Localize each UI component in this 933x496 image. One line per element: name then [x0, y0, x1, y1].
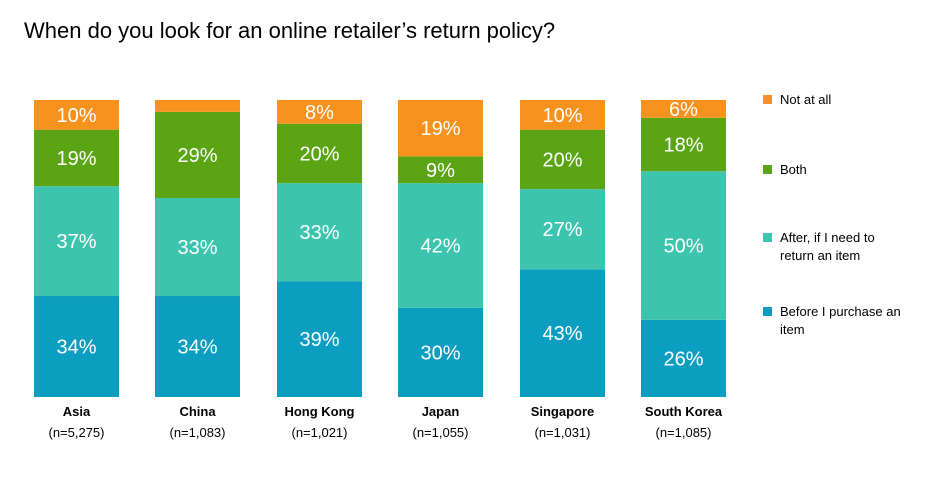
sample-size-label: (n=1,021) — [291, 425, 347, 440]
category-label: China — [179, 404, 216, 419]
data-label: 4% — [183, 77, 212, 99]
data-label: 20% — [299, 143, 339, 165]
category-label: Japan — [422, 404, 460, 419]
category-label: Singapore — [531, 404, 595, 419]
legend-label: Both — [780, 162, 807, 177]
legend-label: Not at all — [780, 92, 831, 107]
bar-segment — [155, 296, 240, 397]
data-label: 8% — [305, 102, 334, 124]
data-label: 9% — [426, 160, 455, 182]
data-label: 33% — [177, 237, 217, 259]
legend-swatch — [763, 307, 772, 316]
bar-segment — [520, 189, 605, 270]
legend-swatch — [763, 165, 772, 174]
legend-label: item — [780, 322, 805, 337]
sample-size-label: (n=1,031) — [534, 425, 590, 440]
data-label: 10% — [56, 105, 96, 127]
data-label: 27% — [542, 219, 582, 241]
data-label: 34% — [56, 337, 96, 359]
bar-segment — [34, 296, 119, 397]
bar-segment — [398, 156, 483, 184]
category-label: Hong Kong — [284, 404, 354, 419]
bar-segment — [277, 100, 362, 124]
sample-size-label: (n=1,083) — [169, 425, 225, 440]
chart-title: When do you look for an online retailer’… — [24, 18, 556, 43]
legend-label: return an item — [780, 248, 860, 263]
legend-swatch — [763, 95, 772, 104]
bar-segment — [277, 123, 362, 184]
sample-size-label: (n=5,275) — [48, 425, 104, 440]
bar-segment — [398, 307, 483, 397]
bar-segment — [520, 129, 605, 190]
bar-segment — [34, 100, 119, 130]
data-label: 50% — [663, 236, 703, 258]
data-label: 6% — [669, 99, 698, 121]
bar-segment — [155, 111, 240, 199]
data-label: 10% — [542, 105, 582, 127]
data-label: 18% — [663, 135, 703, 157]
bar-segment — [155, 100, 240, 112]
data-label: 19% — [420, 118, 460, 140]
bar-segment — [277, 281, 362, 397]
data-label: 39% — [299, 329, 339, 351]
data-label: 37% — [56, 231, 96, 253]
bar-segment — [277, 183, 362, 282]
bar-segment — [641, 171, 726, 320]
bar-segment — [398, 100, 483, 157]
category-label: South Korea — [645, 404, 723, 419]
data-label: 30% — [420, 342, 460, 364]
bar-segment — [641, 117, 726, 172]
legend-swatch — [763, 233, 772, 242]
bar-segment — [641, 100, 726, 118]
bar-segment — [520, 100, 605, 130]
bar-segment — [398, 183, 483, 308]
data-label: 20% — [542, 149, 582, 171]
sample-size-label: (n=1,085) — [655, 425, 711, 440]
data-label: 34% — [177, 337, 217, 359]
data-label: 29% — [177, 145, 217, 167]
legend-label: Before I purchase an — [780, 304, 901, 319]
bar-segment — [34, 186, 119, 297]
bar-segment — [34, 129, 119, 187]
bar-segment — [155, 198, 240, 297]
data-label: 33% — [299, 222, 339, 244]
sample-size-label: (n=1,055) — [412, 425, 468, 440]
bar-segment — [641, 319, 726, 397]
data-label: 43% — [542, 323, 582, 345]
data-label: 19% — [56, 148, 96, 170]
category-label: Asia — [63, 404, 91, 419]
bar-segment — [520, 269, 605, 397]
legend-label: After, if I need to — [780, 230, 875, 245]
data-label: 42% — [420, 236, 460, 258]
data-label: 26% — [663, 348, 703, 370]
